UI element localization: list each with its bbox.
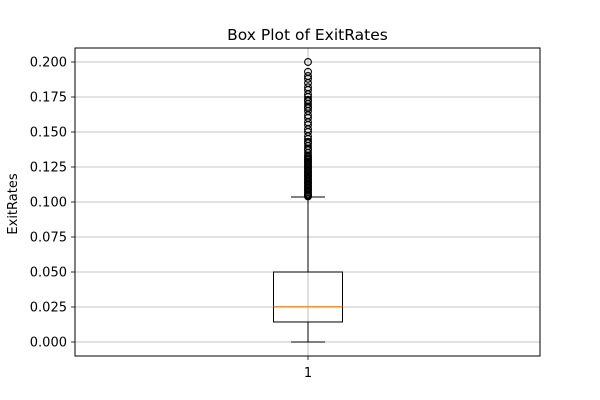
outlier-point [304, 83, 312, 92]
iqr-box [273, 271, 343, 323]
y-axis-ticks: 0.000 0.025 0.050 0.075 0.100 0.125 0.150 0.175… [30, 56, 75, 351]
chart-title: Box Plot of ExitRates [227, 26, 388, 44]
outlier-point [304, 67, 312, 76]
y-tick-label: 0.200 [30, 56, 67, 71]
x-tick-label: 1 [304, 366, 312, 381]
y-tick-label: 0.175 [30, 91, 67, 106]
y-tick-label: 0.000 [30, 336, 67, 351]
outlier-point [304, 95, 312, 104]
outlier-point [304, 58, 312, 66]
y-tick-label: 0.125 [30, 161, 67, 176]
outliers [304, 58, 312, 201]
y-tick-label: 0.075 [30, 231, 67, 246]
y-tick-label: 0.100 [30, 196, 67, 211]
x-axis-ticks: 1 [304, 356, 312, 381]
y-tick-label: 0.050 [30, 266, 67, 281]
outlier-point [304, 72, 312, 80]
y-tick-label: 0.025 [30, 301, 67, 316]
y-axis-label: ExitRates [6, 173, 21, 234]
y-tick-label: 0.150 [30, 126, 67, 141]
outlier-point [304, 137, 312, 146]
